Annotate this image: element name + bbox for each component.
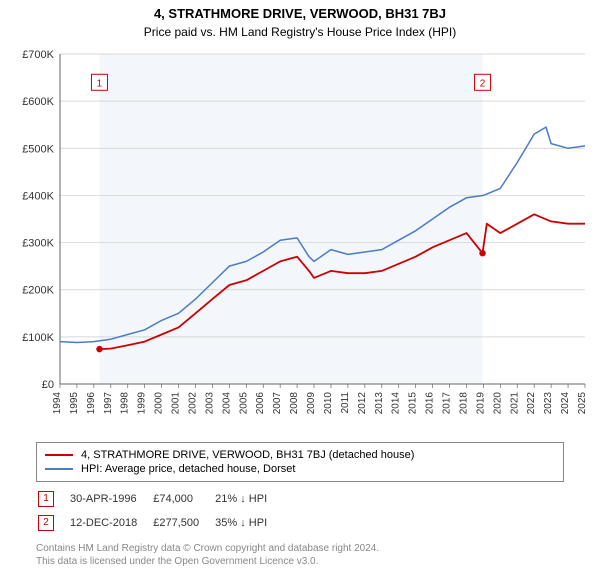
sales-table: 1 30-APR-1996 £74,000 21% ↓ HPI 2 12-DEC… <box>36 486 283 536</box>
svg-text:£0: £0 <box>42 379 54 391</box>
svg-text:1997: 1997 <box>103 392 114 415</box>
svg-text:2007: 2007 <box>272 392 283 415</box>
svg-text:2017: 2017 <box>442 392 453 415</box>
sale-date: 12-DEC-2018 <box>70 512 151 534</box>
svg-text:£600K: £600K <box>22 96 54 108</box>
svg-text:2025: 2025 <box>577 392 588 415</box>
svg-text:2024: 2024 <box>560 392 571 415</box>
svg-text:2003: 2003 <box>204 392 215 415</box>
svg-text:£300K: £300K <box>22 238 54 250</box>
legend-label: HPI: Average price, detached house, Dors… <box>81 463 295 475</box>
marker-box: 2 <box>38 515 54 531</box>
svg-text:1994: 1994 <box>52 392 63 415</box>
svg-text:2001: 2001 <box>171 392 182 415</box>
svg-text:2015: 2015 <box>408 392 419 415</box>
svg-text:2018: 2018 <box>458 392 469 415</box>
svg-text:2002: 2002 <box>187 392 198 415</box>
table-row: 2 12-DEC-2018 £277,500 35% ↓ HPI <box>38 512 281 534</box>
svg-text:2010: 2010 <box>323 392 334 415</box>
svg-text:2000: 2000 <box>154 392 165 415</box>
sale-price: £277,500 <box>153 512 213 534</box>
svg-text:2009: 2009 <box>306 392 317 415</box>
attribution-line: This data is licensed under the Open Gov… <box>36 555 564 568</box>
table-row: 1 30-APR-1996 £74,000 21% ↓ HPI <box>38 488 281 510</box>
svg-text:2016: 2016 <box>425 392 436 415</box>
svg-text:2023: 2023 <box>543 392 554 415</box>
svg-text:2: 2 <box>480 78 486 89</box>
sale-delta: 35% ↓ HPI <box>215 512 281 534</box>
legend: 4, STRATHMORE DRIVE, VERWOOD, BH31 7BJ (… <box>36 442 564 482</box>
svg-text:£100K: £100K <box>22 332 54 344</box>
svg-text:2019: 2019 <box>475 392 486 415</box>
svg-text:£500K: £500K <box>22 143 54 155</box>
svg-text:2008: 2008 <box>289 392 300 415</box>
sale-price: £74,000 <box>153 488 213 510</box>
attribution-line: Contains HM Land Registry data © Crown c… <box>36 542 564 555</box>
svg-text:1999: 1999 <box>137 392 148 415</box>
sale-delta: 21% ↓ HPI <box>215 488 281 510</box>
svg-text:2005: 2005 <box>238 392 249 415</box>
svg-text:1995: 1995 <box>69 392 80 415</box>
svg-text:2011: 2011 <box>340 392 351 414</box>
svg-text:£200K: £200K <box>22 285 54 297</box>
marker-box: 1 <box>38 491 54 507</box>
svg-text:£700K: £700K <box>22 49 54 61</box>
chart-container: 4, STRATHMORE DRIVE, VERWOOD, BH31 7BJ P… <box>0 0 600 560</box>
svg-text:1: 1 <box>97 78 103 89</box>
legend-item: 4, STRATHMORE DRIVE, VERWOOD, BH31 7BJ (… <box>45 449 555 461</box>
legend-swatch <box>45 454 73 456</box>
svg-text:£400K: £400K <box>22 190 54 202</box>
svg-text:2020: 2020 <box>492 392 503 415</box>
legend-swatch <box>45 468 73 470</box>
svg-text:2022: 2022 <box>526 392 537 415</box>
legend-item: HPI: Average price, detached house, Dors… <box>45 463 555 475</box>
svg-text:2013: 2013 <box>374 392 385 415</box>
svg-text:2021: 2021 <box>509 392 520 415</box>
chart-title: 4, STRATHMORE DRIVE, VERWOOD, BH31 7BJ <box>0 0 600 21</box>
legend-label: 4, STRATHMORE DRIVE, VERWOOD, BH31 7BJ (… <box>81 449 414 461</box>
svg-text:1996: 1996 <box>86 392 97 415</box>
svg-text:2014: 2014 <box>391 392 402 415</box>
svg-text:2006: 2006 <box>255 392 266 415</box>
svg-text:2012: 2012 <box>357 392 368 415</box>
attribution: Contains HM Land Registry data © Crown c… <box>36 542 564 568</box>
svg-text:2004: 2004 <box>221 392 232 415</box>
svg-text:1998: 1998 <box>120 392 131 415</box>
chart-plot: £0 £100K £200K £300K £400K £500K £600K £700K 199… <box>0 49 600 434</box>
sale-date: 30-APR-1996 <box>70 488 151 510</box>
chart-subtitle: Price paid vs. HM Land Registry's House … <box>0 21 600 39</box>
